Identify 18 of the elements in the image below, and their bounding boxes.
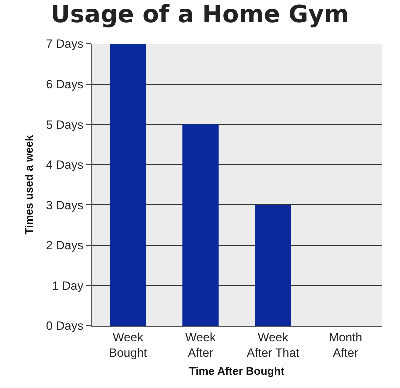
y-tick-label: 5 Days <box>46 118 84 132</box>
x-tick-label: Week Bought <box>109 330 148 360</box>
y-tick-label: 2 Days <box>46 238 84 253</box>
y-tick-label: 7 Days <box>46 37 84 52</box>
x-axis-title: Time After Bought <box>189 366 285 378</box>
y-tick-label: 3 Days <box>46 198 84 212</box>
bar <box>255 205 292 326</box>
y-tick-label: 1 Day <box>52 278 84 293</box>
x-tick-label: Week After <box>186 330 217 360</box>
y-tick-label: 6 Days <box>46 77 84 92</box>
y-axis-title: Times used a week <box>24 134 36 235</box>
bar <box>110 44 146 326</box>
chart-title: Usage of a Home Gym <box>50 0 350 29</box>
x-tick-label: Week After That <box>247 330 300 360</box>
bar <box>182 124 219 326</box>
x-tick-label: Month After <box>329 330 362 360</box>
y-tick-label: 4 Days <box>46 158 84 172</box>
y-tick-label: 0 Days <box>46 319 84 334</box>
